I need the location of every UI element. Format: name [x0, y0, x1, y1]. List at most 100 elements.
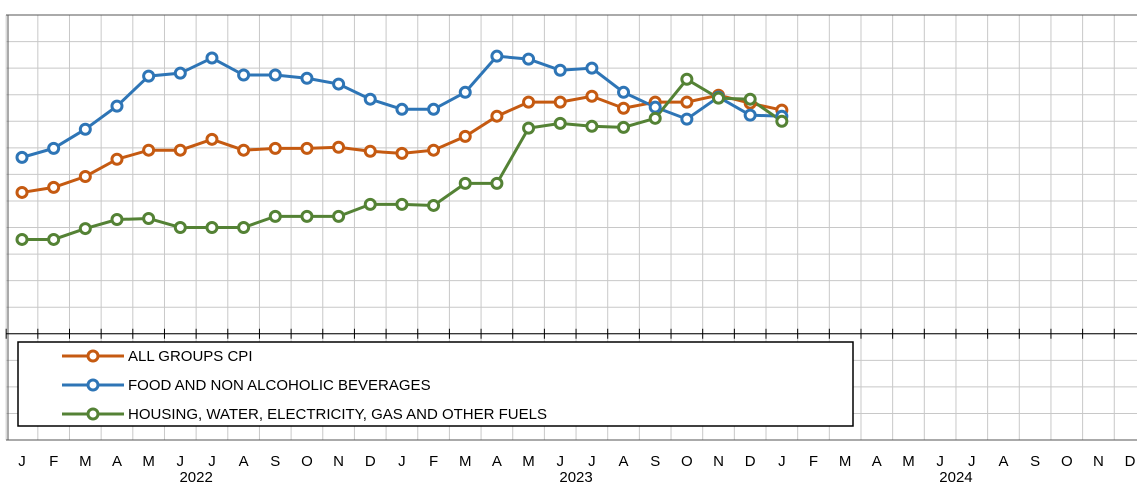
- x-tick-label: J: [208, 453, 216, 470]
- series-marker: [427, 198, 441, 212]
- legend-label: FOOD AND NON ALCOHOLIC BEVERAGES: [128, 377, 431, 394]
- series-marker: [173, 221, 187, 234]
- series-marker: [110, 152, 124, 166]
- x-tick-label: O: [1061, 453, 1073, 470]
- x-tick-label: A: [872, 453, 882, 470]
- series-marker: [300, 209, 314, 223]
- series-marker: [332, 209, 346, 223]
- x-tick-label: D: [745, 453, 756, 470]
- x-tick-label: J: [968, 453, 976, 470]
- series-marker: [110, 99, 124, 113]
- legend-marker: [86, 349, 100, 363]
- series-marker: [712, 91, 726, 105]
- series-marker: [15, 232, 29, 246]
- x-tick-label: M: [79, 453, 92, 470]
- series-marker: [237, 221, 251, 234]
- x-tick-label: A: [112, 453, 122, 470]
- legend-label: HOUSING, WATER, ELECTRICITY, GAS AND OTH…: [128, 406, 547, 423]
- series-marker: [173, 66, 187, 80]
- series-marker: [553, 63, 567, 77]
- series-marker: [522, 52, 536, 66]
- series-marker: [47, 232, 61, 246]
- series-marker: [395, 146, 409, 160]
- year-label: 2022: [179, 469, 212, 483]
- series-marker: [173, 143, 187, 157]
- series-marker: [363, 197, 377, 211]
- x-tick-label: J: [778, 453, 786, 470]
- x-tick-label: A: [239, 453, 249, 470]
- series-marker: [268, 209, 282, 223]
- x-tick-label: A: [998, 453, 1008, 470]
- series-marker: [47, 180, 61, 194]
- x-tick-label: O: [301, 453, 313, 470]
- series-marker: [395, 197, 409, 211]
- series-marker: [648, 111, 662, 125]
- series-marker: [78, 122, 92, 136]
- series-marker: [458, 129, 472, 143]
- legend-label: ALL GROUPS CPI: [128, 348, 252, 365]
- x-tick-label: F: [809, 453, 818, 470]
- series-marker: [142, 69, 156, 83]
- x-tick-label: A: [492, 453, 502, 470]
- series-marker: [205, 132, 219, 146]
- series-marker: [205, 51, 219, 65]
- series-marker: [142, 143, 156, 157]
- series-marker: [363, 92, 377, 106]
- x-tick-label: D: [1125, 453, 1136, 470]
- x-tick-label: N: [713, 453, 724, 470]
- series-marker: [15, 185, 29, 199]
- series-marker: [78, 222, 92, 236]
- x-tick-label: J: [936, 453, 944, 470]
- x-tick-label: D: [365, 453, 376, 470]
- series-marker: [458, 85, 472, 99]
- series-marker: [78, 170, 92, 183]
- series-marker: [617, 120, 631, 134]
- series-marker: [585, 89, 599, 103]
- series-marker: [205, 221, 219, 234]
- x-tick-label: A: [619, 453, 629, 470]
- series-marker: [15, 150, 29, 164]
- x-tick-label: M: [142, 453, 155, 470]
- series-marker: [395, 102, 409, 116]
- year-label: 2023: [559, 469, 592, 483]
- series-marker: [47, 141, 61, 155]
- series-marker: [300, 71, 314, 85]
- x-tick-label: J: [588, 453, 596, 470]
- series-marker: [680, 72, 694, 86]
- x-tick-label: O: [681, 453, 693, 470]
- series-marker: [617, 101, 631, 115]
- x-tick-label: F: [49, 453, 58, 470]
- series-marker: [490, 109, 504, 123]
- x-tick-label: M: [459, 453, 472, 470]
- series-marker: [268, 68, 282, 82]
- x-tick-label: F: [429, 453, 438, 470]
- year-label: 2024: [939, 469, 972, 483]
- series-marker: [553, 95, 567, 109]
- series-marker: [332, 140, 346, 154]
- series-marker: [142, 211, 156, 225]
- series-marker: [585, 119, 599, 133]
- x-tick-label: N: [333, 453, 344, 470]
- legend-marker: [86, 378, 100, 392]
- series-marker: [268, 141, 282, 155]
- series-marker: [775, 114, 789, 128]
- series-marker: [427, 143, 441, 157]
- series-marker: [300, 141, 314, 155]
- series-marker: [363, 144, 377, 158]
- series-marker: [743, 108, 757, 122]
- series-marker: [648, 100, 662, 114]
- series-marker: [237, 68, 251, 82]
- x-tick-label: J: [18, 453, 26, 470]
- x-tick-label: J: [556, 453, 564, 470]
- series-marker: [237, 143, 251, 157]
- x-tick-label: S: [270, 453, 280, 470]
- x-tick-label: J: [177, 453, 185, 470]
- series-marker: [110, 213, 124, 227]
- series-marker: [490, 176, 504, 190]
- series-marker: [522, 121, 536, 135]
- x-tick-label: S: [1030, 453, 1040, 470]
- series-marker: [743, 92, 757, 106]
- x-tick-label: N: [1093, 453, 1104, 470]
- series-marker: [427, 102, 441, 116]
